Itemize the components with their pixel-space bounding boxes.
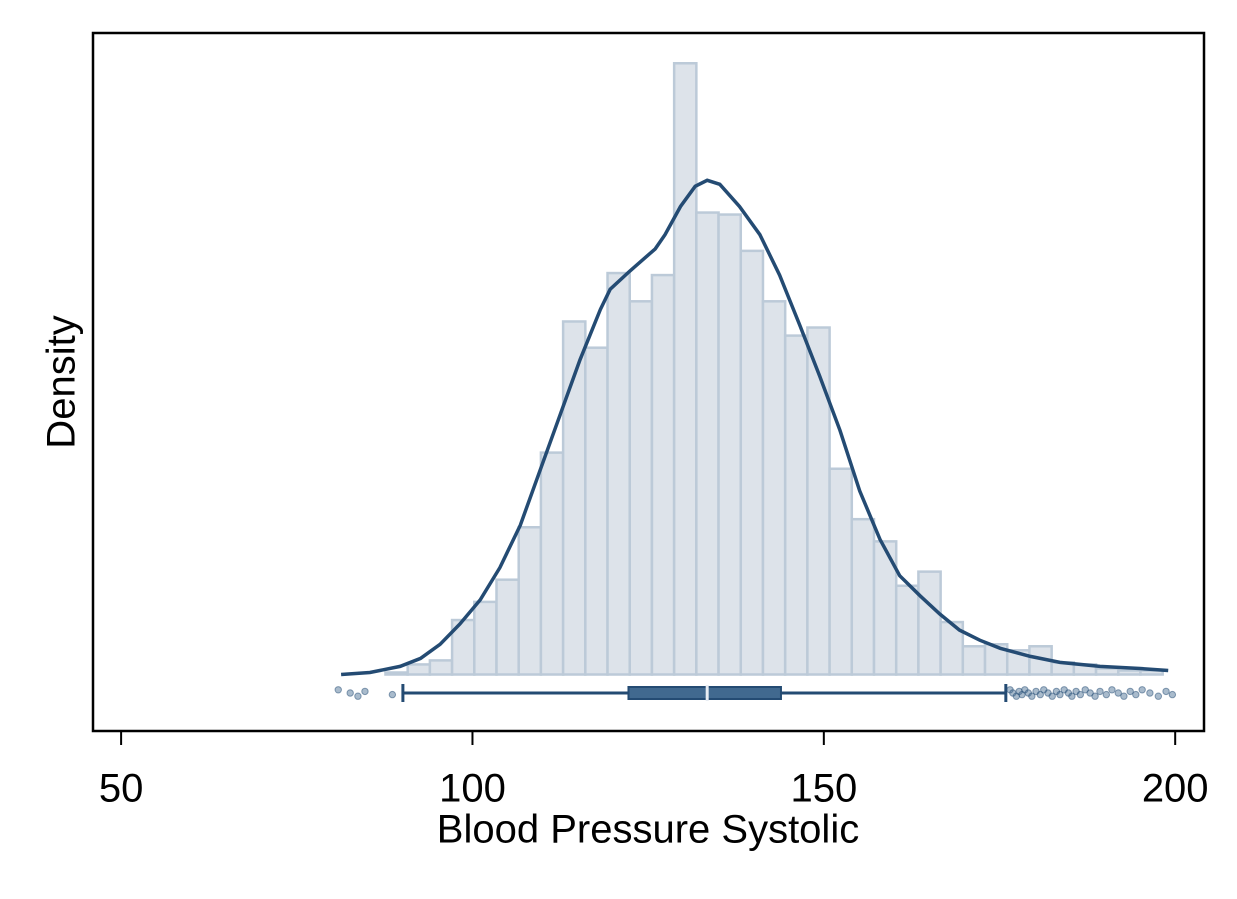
histogram-bar	[606, 271, 631, 676]
outlier-point	[1048, 692, 1056, 700]
outlier-point	[1146, 689, 1154, 697]
outlier-point	[334, 686, 342, 694]
outlier-point	[1132, 690, 1140, 699]
histogram-bar	[1117, 669, 1142, 676]
histogram-bar	[761, 300, 787, 676]
outlier-point	[354, 692, 362, 700]
histogram-bar	[473, 600, 498, 676]
outlier-point	[1168, 690, 1177, 699]
histogram-bar	[517, 525, 543, 676]
x-tick-label: 50	[99, 767, 144, 811]
histogram-bar	[961, 645, 987, 676]
outlier-point	[1102, 690, 1111, 699]
outlier-point	[1138, 686, 1146, 694]
outlier-point	[1036, 690, 1044, 699]
outlier-point	[346, 689, 354, 697]
outlier-point	[1068, 692, 1076, 700]
histogram-bar	[406, 663, 432, 676]
x-axis-label: Blood Pressure Systolic	[437, 808, 859, 852]
histogram-bar	[783, 334, 809, 676]
histogram-bar	[828, 467, 854, 676]
histogram-bar	[672, 62, 698, 676]
density-curve	[340, 178, 1169, 677]
outlier-point	[1076, 690, 1085, 699]
histogram-bar	[695, 211, 720, 676]
plot-frame	[91, 31, 1206, 733]
histogram-bar	[428, 659, 454, 676]
outlier-point	[1091, 692, 1099, 700]
histogram-bar	[650, 273, 676, 676]
histogram-bar	[717, 213, 743, 676]
box	[627, 686, 782, 700]
histogram-bar	[584, 346, 609, 676]
histogram-bar	[1094, 667, 1120, 676]
histogram-bar	[539, 451, 565, 676]
outlier-point	[1028, 692, 1036, 700]
y-axis-label: Density	[40, 315, 84, 448]
histogram-bar	[806, 326, 831, 676]
histogram-bar	[384, 671, 409, 676]
histogram-bar	[917, 570, 942, 676]
outlier-point	[1114, 689, 1122, 697]
x-tick-label: 150	[790, 767, 857, 811]
histogram-bar	[850, 517, 876, 676]
outlier-point	[1162, 687, 1170, 696]
outlier-point	[1056, 690, 1064, 699]
outlier-point	[1108, 686, 1116, 694]
outlier-point	[361, 687, 369, 696]
x-tick-label: 100	[439, 767, 506, 811]
histogram-bar	[628, 300, 654, 676]
outlier-point	[1120, 692, 1128, 700]
histogram-bar	[894, 584, 920, 676]
histogram-bar	[495, 578, 520, 676]
x-tick-label: 200	[1142, 767, 1209, 811]
histogram-bar	[739, 249, 765, 676]
outlier-point	[1096, 687, 1104, 696]
outlier-point	[1154, 692, 1163, 700]
outlier-point	[1126, 687, 1134, 696]
outlier-point	[388, 690, 397, 699]
